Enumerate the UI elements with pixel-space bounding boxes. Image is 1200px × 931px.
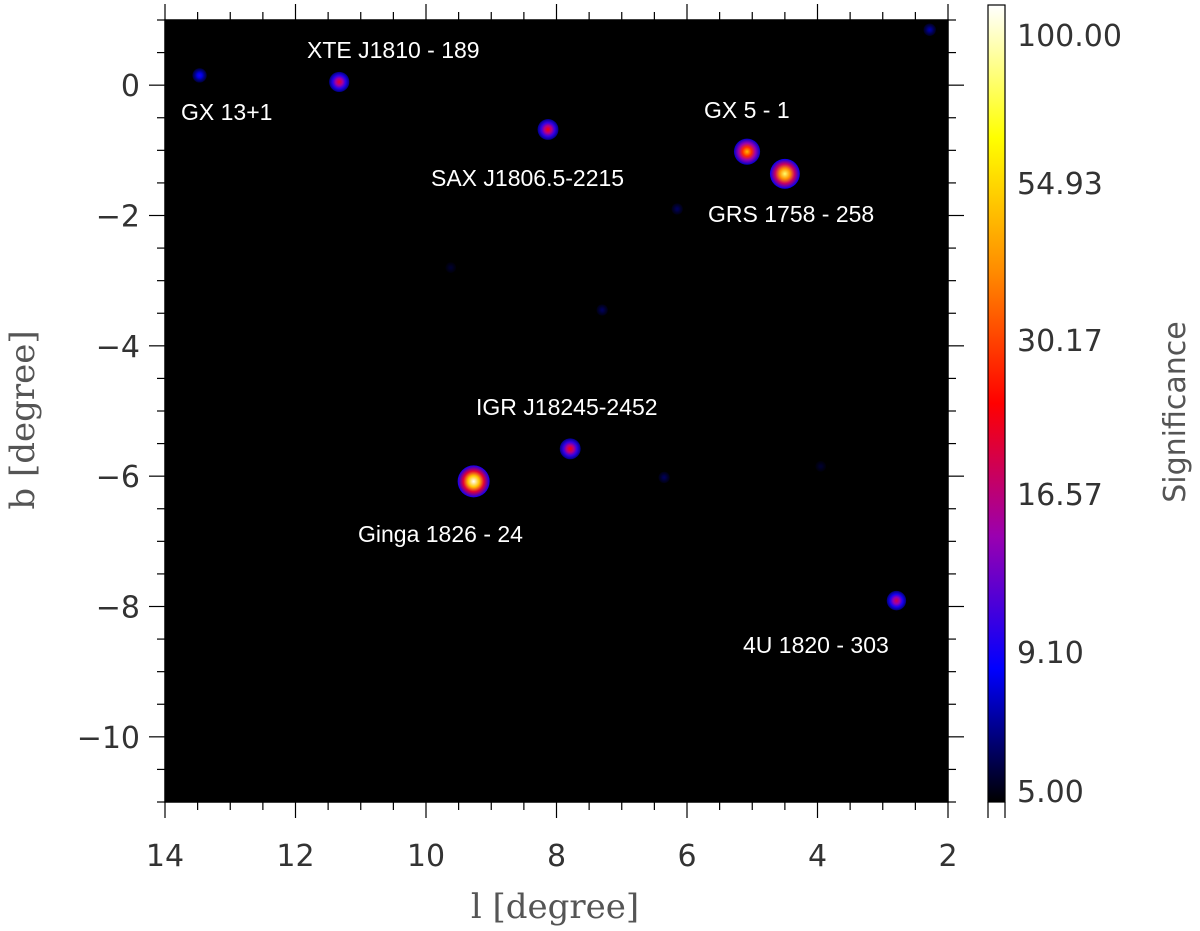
x-tick-label: 14	[146, 839, 184, 874]
x-tick-label: 10	[407, 839, 445, 874]
source-label: XTE J1810 - 189	[307, 37, 480, 63]
source-blob	[559, 438, 581, 460]
colorbar-tick-label: 100.00	[1017, 19, 1122, 54]
faint-spot	[671, 203, 683, 215]
source-blob	[733, 138, 761, 165]
source-blob	[769, 158, 800, 189]
y-tick-label: −8	[96, 591, 140, 626]
x-tick-label: 8	[547, 839, 566, 874]
y-tick-label: −10	[77, 721, 140, 756]
plot-area: GX 13+1 XTE J1810 - 189 SAX J1806.5-2215 GX…	[77, 4, 964, 874]
source-label: GX 5 - 1	[704, 97, 790, 123]
faint-spot	[923, 23, 936, 37]
source-label: 4U 1820 - 303	[743, 632, 889, 658]
colorbar-tick-label: 30.17	[1017, 324, 1103, 359]
colorbar-tick-label: 5.00	[1017, 775, 1084, 810]
source-label: Ginga 1826 - 24	[358, 521, 523, 547]
x-tick-label: 2	[938, 839, 957, 874]
colorbar-tick-label: 54.93	[1017, 167, 1103, 202]
faint-spot	[815, 461, 827, 472]
x-axis-title: l [degree]	[471, 887, 639, 927]
x-tick-label: 6	[677, 839, 696, 874]
map-background	[165, 20, 948, 802]
source-blob	[329, 71, 350, 92]
faint-spot	[658, 471, 670, 484]
source-blob	[457, 465, 490, 498]
colorbar-title: Significance	[1158, 321, 1193, 503]
y-tick-label: −2	[96, 200, 140, 235]
source-blob	[537, 119, 559, 140]
source-label: IGR J18245-2452	[476, 394, 658, 420]
y-tick-label: −4	[96, 330, 140, 365]
y-axis-title: b [degree]	[3, 330, 43, 509]
colorbar-tick-label: 16.57	[1017, 478, 1103, 513]
faint-spot	[445, 262, 457, 273]
y-tick-label: −6	[96, 460, 140, 495]
source-blob	[192, 68, 207, 83]
source-label: GX 13+1	[181, 99, 272, 125]
x-tick-label: 12	[276, 839, 314, 874]
y-tick-label: 0	[121, 69, 140, 104]
source-label: GRS 1758 - 258	[708, 201, 874, 227]
source-label: SAX J1806.5-2215	[431, 165, 624, 191]
colorbar-frame	[987, 4, 1006, 803]
source-blob	[886, 590, 907, 611]
colorbar: 5.00 9.10 16.57 30.17 54.93 100.00	[987, 4, 1122, 818]
faint-spot	[596, 304, 608, 316]
colorbar-gradient	[988, 5, 1005, 802]
x-tick-label: 4	[808, 839, 827, 874]
colorbar-tick-label: 9.10	[1017, 636, 1084, 671]
